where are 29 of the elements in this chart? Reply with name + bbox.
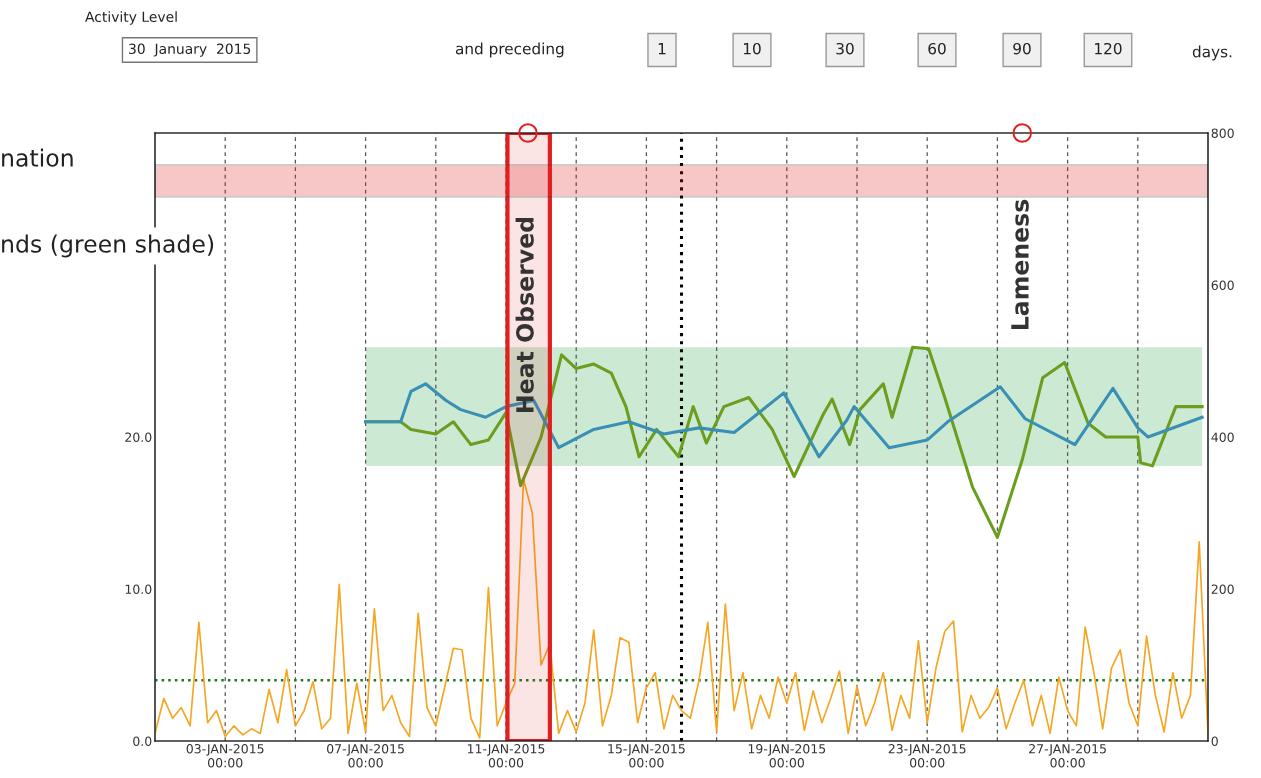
y2-tick-label: 600: [1211, 280, 1234, 290]
y2-tick-label: 200: [1211, 584, 1234, 594]
x-tick-label: 07-JAN-2015 00:00: [327, 744, 404, 768]
x-tick-label: 27-JAN-2015 00:00: [1029, 744, 1106, 768]
x-tick-label: 15-JAN-2015 00:00: [608, 744, 685, 768]
y2-tick-label: 800: [1211, 128, 1234, 138]
y2-tick-label: 0: [1211, 736, 1218, 746]
text: 10: [743, 42, 761, 55]
y-tick-label: 20.0: [125, 432, 152, 442]
x-tick-label: 03-JAN-2015 00:00: [186, 744, 264, 768]
annotation: Lameness: [1011, 199, 1029, 330]
text: 60: [928, 42, 946, 55]
x-tick-label: 19-JAN-2015 00:00: [748, 744, 826, 768]
text: days.: [1192, 45, 1232, 61]
x-tick-label: 11-JAN-2015 00:00: [467, 744, 545, 768]
text: 90: [1013, 42, 1031, 55]
text: Activity Level: [85, 11, 177, 25]
annotation: Heat Observed: [515, 217, 534, 412]
y-tick-label: 0.0: [133, 736, 152, 746]
text: 120: [1095, 42, 1122, 55]
y-tick-label: 10.0: [125, 584, 152, 594]
text: and preceding: [455, 42, 564, 58]
text: 30: [836, 42, 854, 55]
text: nation: [2, 148, 73, 167]
x-tick-label: 23-JAN-2015 00:00: [888, 744, 966, 768]
annotation: nds (green shade): [2, 234, 214, 258]
y2-tick-label: 400: [1211, 432, 1234, 442]
text: 30 January 2015: [129, 43, 251, 57]
text: 1: [658, 43, 666, 55]
